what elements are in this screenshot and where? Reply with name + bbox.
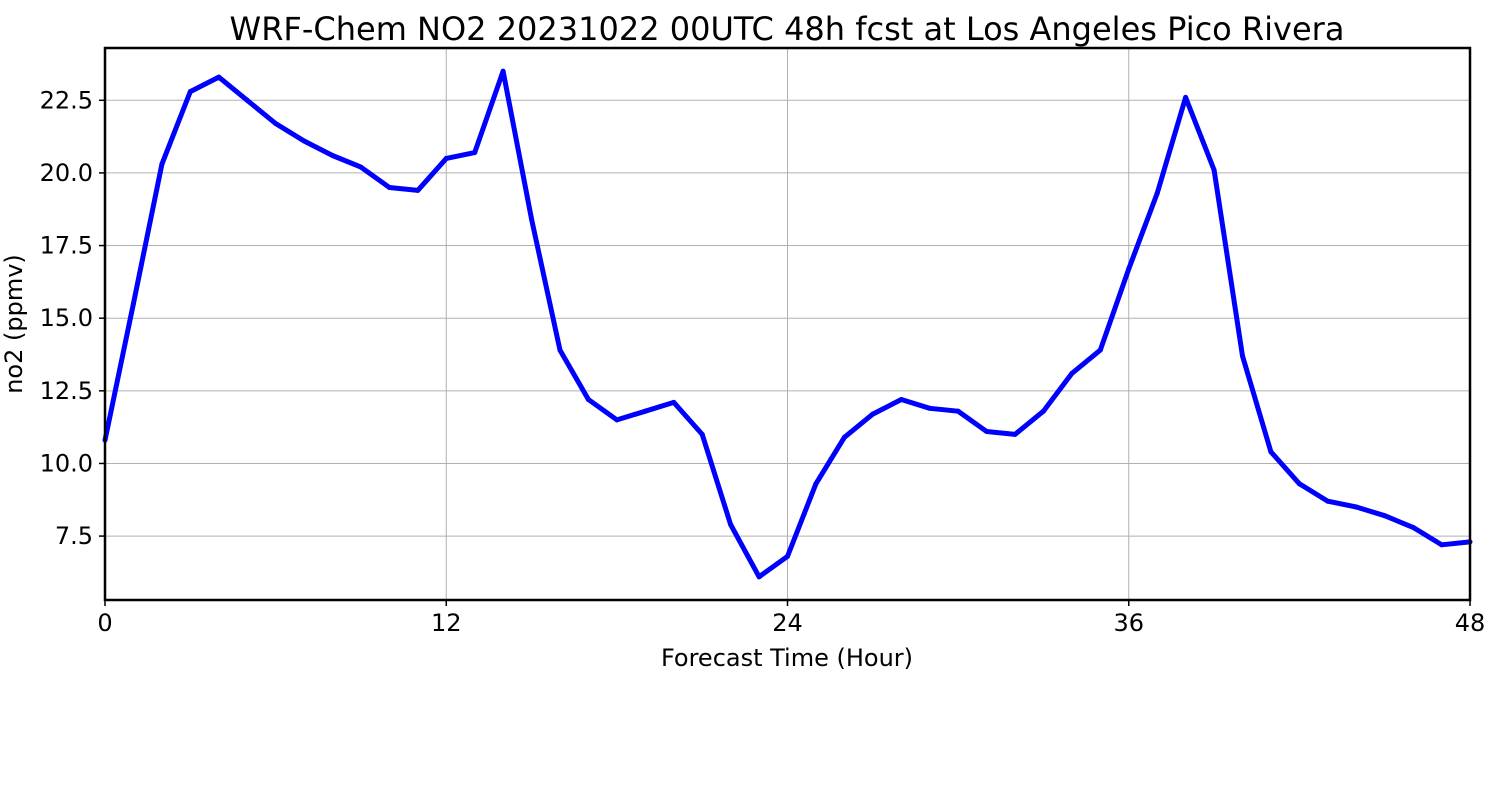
data-point: [557, 347, 563, 353]
x-axis-label: Forecast Time (Hour): [661, 644, 913, 672]
data-point: [984, 429, 990, 434]
data-point: [330, 153, 335, 158]
data-point: [1211, 167, 1217, 173]
data-point: [898, 397, 904, 402]
x-tick-label: 36: [1113, 609, 1144, 637]
data-point: [614, 417, 620, 423]
x-tick-label: 24: [772, 609, 803, 637]
data-point: [301, 138, 307, 144]
data-point: [1353, 504, 1359, 510]
y-tick-label: 17.5: [40, 232, 93, 260]
data-point: [585, 397, 591, 402]
axis-ticks: 0 12 24 36 48 7.5 10.0 12.5 15.0 17.5 20.0 22.5: [40, 86, 1486, 637]
data-point: [130, 301, 136, 307]
data-point: [1268, 449, 1274, 455]
data-point: [187, 89, 193, 95]
data-point: [955, 408, 961, 414]
data-point: [159, 161, 165, 167]
data-point: [927, 405, 933, 411]
x-tick-label: 12: [431, 609, 462, 637]
data-point: [728, 522, 734, 527]
data-point: [642, 408, 648, 414]
series-layer: [102, 68, 1473, 580]
data-point: [785, 553, 790, 559]
data-point: [244, 97, 250, 103]
data-point: [1069, 370, 1075, 376]
x-tick-label: 48: [1455, 609, 1486, 637]
data-point: [1183, 94, 1189, 100]
data-point: [273, 121, 279, 126]
data-point: [415, 187, 421, 193]
data-point: [500, 68, 506, 74]
x-tick-label: 0: [97, 609, 112, 637]
data-point: [1240, 353, 1245, 359]
data-point: [1012, 431, 1018, 437]
chart-title: WRF-Chem NO2 20231022 00UTC 48h fcst at …: [230, 10, 1345, 48]
data-point: [841, 434, 847, 440]
y-tick-label: 15.0: [40, 304, 93, 332]
data-point: [671, 399, 677, 405]
data-point: [443, 155, 449, 161]
y-tick-label: 20.0: [40, 159, 93, 187]
data-point: [699, 431, 705, 437]
data-point: [1296, 481, 1302, 487]
data-point: [1439, 542, 1445, 548]
data-point: [870, 411, 876, 417]
data-point: [1154, 190, 1160, 196]
y-tick-label: 7.5: [55, 522, 93, 550]
y-tick-label: 12.5: [40, 377, 93, 405]
data-point: [1097, 347, 1103, 353]
data-point: [813, 481, 819, 487]
data-point: [472, 150, 478, 156]
y-axis-label: no2 (ppmv): [0, 254, 28, 394]
y-tick-label: 10.0: [40, 449, 93, 477]
y-tick-label: 22.5: [40, 86, 93, 114]
data-point: [1410, 524, 1416, 530]
data-point: [1126, 266, 1132, 272]
data-point: [386, 185, 392, 190]
data-point: [216, 74, 222, 80]
data-point: [529, 216, 535, 222]
grid-lines: [104, 48, 1471, 600]
data-point: [756, 574, 762, 580]
data-point: [358, 164, 364, 170]
data-point: [1325, 498, 1331, 504]
data-point: [1040, 408, 1046, 414]
data-point: [1382, 513, 1388, 519]
